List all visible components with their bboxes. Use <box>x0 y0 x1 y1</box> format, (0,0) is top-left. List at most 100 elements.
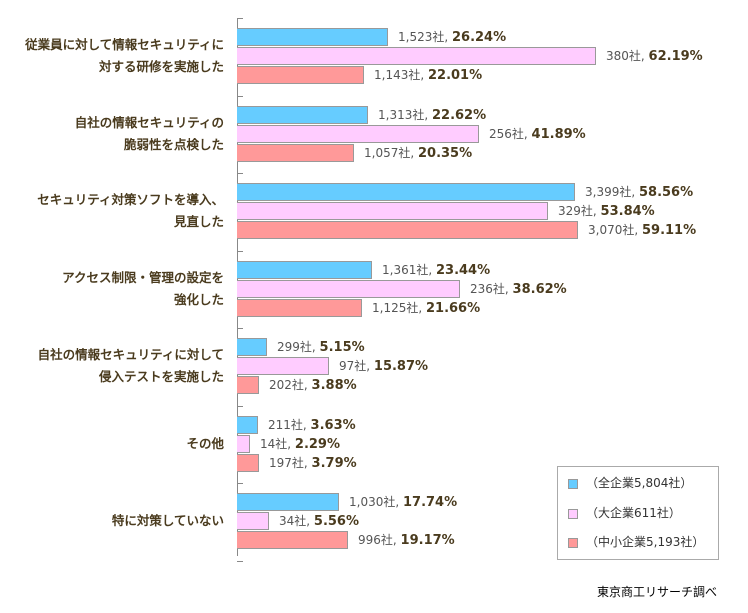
bar <box>237 66 364 84</box>
bar <box>237 415 258 434</box>
category-label-line: 特に対策していない <box>111 513 224 528</box>
data-label: 1,523社, 26.24% <box>398 28 506 47</box>
count-value: 14社, <box>260 436 295 451</box>
count-value: 299社, <box>277 340 320 354</box>
category-label: 従業員に対して情報セキュリティに対する研修を実施した <box>0 34 224 78</box>
percent-value: 23.44% <box>435 262 491 278</box>
count-value: 202社, <box>269 378 312 392</box>
data-label: 329社, 53.84% <box>558 202 655 221</box>
legend-swatch-icon <box>568 537 578 548</box>
count-value: 1,125社, <box>372 300 426 315</box>
data-label: 1,030社, 17.74% <box>349 493 457 512</box>
data-label: 299社, 5.15% <box>277 338 365 357</box>
bar <box>237 493 339 511</box>
count-value: 1,361社, <box>382 262 436 277</box>
bar <box>237 143 354 162</box>
category-label-line: 侵入テストを実施した <box>98 369 224 384</box>
bar <box>237 338 267 356</box>
data-label: 3,399社, 58.56% <box>585 183 693 202</box>
bar <box>237 453 259 472</box>
axis-tick <box>237 328 243 329</box>
data-label: 3,070社, 59.11% <box>588 221 696 240</box>
data-label: 97社, 15.87% <box>339 357 428 376</box>
count-value: 1,313社, <box>378 107 432 122</box>
axis-tick <box>237 250 243 252</box>
percent-value: 5.56% <box>313 514 360 529</box>
category-label-line: アクセス制限・管理の設定を <box>62 269 224 285</box>
bar <box>237 298 362 317</box>
data-label: 380社, 62.19% <box>606 47 703 66</box>
percent-value: 5.15% <box>319 340 365 355</box>
count-value: 996社, <box>358 533 401 547</box>
category-label: 自社の情報セキュリティに対して侵入テストを実施した <box>0 344 224 388</box>
legend-item-sme: （中小企業5,193社） <box>568 534 704 550</box>
legend: （全企業5,804社） （大企業611社） （中小企業5,193社） <box>557 466 719 560</box>
category-label: セキュリティ対策ソフトを導入、見直した <box>0 189 224 233</box>
data-label: 34社, 5.56% <box>279 512 359 531</box>
category-label-line: 自社の情報セキュリティの <box>74 114 224 130</box>
count-value: 1,030社, <box>349 495 403 509</box>
legend-swatch-icon <box>568 478 578 489</box>
axis-tick <box>237 173 243 174</box>
data-label: 1,143社, 22.01% <box>374 66 482 85</box>
percent-value: 22.62% <box>431 107 487 123</box>
bar <box>237 357 329 375</box>
percent-value: 21.66% <box>425 300 481 316</box>
legend-item-large: （大企業611社） <box>568 505 681 521</box>
category-label-line: 見直した <box>173 214 224 229</box>
count-value: 1,523社, <box>398 30 452 44</box>
category-label-line: 強化した <box>173 291 224 307</box>
percent-value: 15.87% <box>373 359 429 374</box>
data-label: 1,125社, 21.66% <box>372 299 480 318</box>
legend-label: （大企業611社） <box>586 506 681 520</box>
count-value: 211社, <box>268 417 311 432</box>
count-value: 97社, <box>339 359 374 373</box>
bar <box>237 531 348 549</box>
data-label: 14社, 2.29% <box>260 435 340 454</box>
bar <box>237 512 269 530</box>
percent-value: 22.01% <box>427 68 483 83</box>
count-value: 1,057社, <box>364 145 418 160</box>
percent-value: 3.63% <box>310 417 356 433</box>
count-value: 3,070社, <box>588 223 642 237</box>
data-label: 211社, 3.63% <box>268 416 356 435</box>
data-label: 996社, 19.17% <box>358 531 455 550</box>
percent-value: 2.29% <box>294 436 341 452</box>
percent-value: 38.62% <box>512 281 567 297</box>
category-label-line: 従業員に対して情報セキュリティに <box>25 37 224 52</box>
count-value: 329社, <box>558 204 601 218</box>
count-value: 236社, <box>470 281 513 296</box>
count-value: 34社, <box>279 514 314 528</box>
data-label: 202社, 3.88% <box>269 376 357 395</box>
category-label-line: 対する研修を実施した <box>98 59 224 74</box>
bar <box>237 183 575 201</box>
category-label-line: 自社の情報セキュリティに対して <box>37 347 224 362</box>
data-label: 1,057社, 20.35% <box>364 144 472 163</box>
count-value: 197社, <box>269 455 312 470</box>
data-label: 1,313社, 22.62% <box>378 106 486 125</box>
percent-value: 59.11% <box>641 223 697 238</box>
count-value: 3,399社, <box>585 185 639 199</box>
legend-label: （全企業5,804社） <box>586 476 693 490</box>
percent-value: 62.19% <box>648 49 703 64</box>
legend-label: （中小企業5,193社） <box>586 535 705 549</box>
data-label: 197社, 3.79% <box>269 454 357 473</box>
category-label: 自社の情報セキュリティの 脆弱性を点検した <box>0 112 224 156</box>
axis-tick <box>237 560 243 562</box>
axis-tick <box>237 95 243 97</box>
axis-tick <box>237 18 243 19</box>
legend-swatch-icon <box>568 508 578 519</box>
percent-value: 19.17% <box>400 533 455 548</box>
category-label-line: その他 <box>186 435 224 451</box>
bar <box>237 28 388 46</box>
percent-value: 17.74% <box>402 495 458 510</box>
count-value: 380社, <box>606 49 649 63</box>
percent-value: 53.84% <box>600 204 655 219</box>
bar <box>237 434 250 453</box>
bar <box>237 47 596 65</box>
percent-value: 58.56% <box>638 185 694 200</box>
axis-tick <box>237 483 243 484</box>
source-note: 東京商工リサーチ調べ <box>597 585 718 599</box>
percent-value: 3.88% <box>311 378 357 393</box>
category-label-line: セキュリティ対策ソフトを導入、 <box>37 192 224 207</box>
